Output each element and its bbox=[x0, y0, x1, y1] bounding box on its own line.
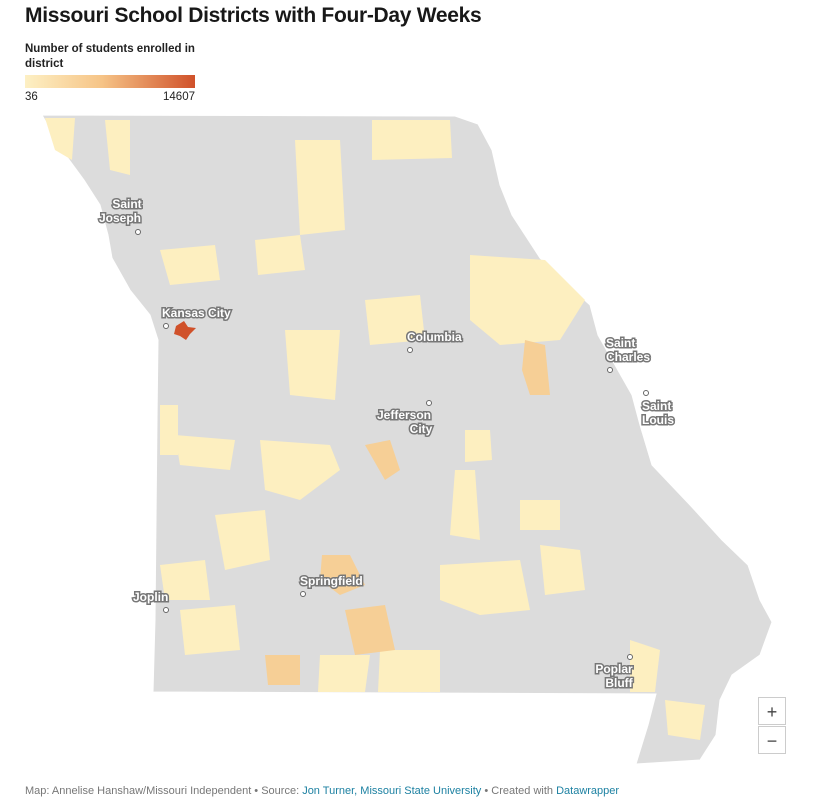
city-dot bbox=[135, 229, 141, 235]
district bbox=[630, 640, 660, 692]
city-poplar: Poplar Bluff bbox=[594, 654, 635, 692]
source-link[interactable]: Jon Turner, Missouri State University bbox=[302, 785, 482, 797]
district bbox=[318, 655, 370, 692]
city-dot bbox=[643, 390, 649, 396]
city-label: Joseph bbox=[99, 211, 141, 225]
title: Missouri School Districts with Four-Day … bbox=[25, 4, 482, 27]
district bbox=[295, 140, 345, 235]
city-label: Jefferson bbox=[377, 408, 431, 422]
legend-title-line: district bbox=[25, 58, 64, 70]
city-jefferson: Jefferson City bbox=[375, 400, 434, 438]
city-kc: Kansas City bbox=[161, 305, 233, 329]
legend-title-line: Number of students enrolled in bbox=[25, 43, 195, 55]
city-label: Saint bbox=[606, 336, 635, 350]
city-label: Bluff bbox=[605, 676, 633, 690]
district bbox=[320, 555, 365, 595]
district bbox=[470, 255, 585, 345]
district bbox=[105, 120, 130, 175]
city-dot bbox=[163, 607, 169, 613]
district bbox=[465, 430, 492, 462]
district bbox=[365, 440, 400, 480]
zoom-in[interactable]: + bbox=[758, 697, 786, 725]
district bbox=[540, 545, 585, 595]
legend-title: Number of students enrolled in district bbox=[25, 42, 195, 72]
district bbox=[365, 295, 425, 345]
city-label: Joplin bbox=[133, 590, 168, 604]
district bbox=[160, 560, 210, 600]
city-label: Saint bbox=[642, 399, 671, 413]
city-louis: Saint Louis bbox=[641, 390, 676, 429]
city-springfield: Springfield bbox=[299, 573, 364, 597]
districts-mid bbox=[265, 340, 550, 685]
city-label: Columbia bbox=[407, 330, 462, 344]
district bbox=[345, 605, 395, 655]
footer: Map: Annelise Hanshaw/Missouri Independe… bbox=[25, 785, 619, 797]
district bbox=[450, 470, 480, 540]
district bbox=[378, 650, 440, 692]
city-label: Poplar bbox=[595, 662, 633, 676]
district bbox=[175, 435, 235, 470]
city-label: Springfield bbox=[300, 574, 363, 588]
city-label: Charles bbox=[606, 350, 650, 364]
city-dot bbox=[426, 400, 432, 406]
city-label: Saint bbox=[112, 197, 141, 211]
district bbox=[180, 605, 240, 655]
created: • Created with bbox=[481, 785, 557, 797]
map: Saint Joseph Kansas City Columbia Saint … bbox=[41, 114, 773, 765]
legend-gradient bbox=[25, 75, 195, 88]
district bbox=[285, 330, 340, 400]
city-columbia: Columbia bbox=[406, 329, 463, 353]
city-joseph: Saint Joseph bbox=[97, 196, 143, 235]
city-dot bbox=[407, 347, 413, 353]
credit: Map: Annelise Hanshaw/Missouri Independe… bbox=[25, 785, 303, 797]
district bbox=[440, 560, 530, 615]
zoom-out[interactable]: − bbox=[758, 726, 786, 754]
district bbox=[665, 700, 705, 740]
tool-link[interactable]: Datawrapper bbox=[556, 785, 620, 797]
city-dot bbox=[163, 323, 169, 329]
city-charles: Saint Charles bbox=[605, 335, 652, 373]
city-label: Louis bbox=[642, 413, 674, 427]
city-label: Kansas City bbox=[162, 306, 231, 320]
district bbox=[160, 405, 178, 455]
city-dot bbox=[627, 654, 633, 660]
district bbox=[265, 655, 300, 685]
district bbox=[160, 245, 220, 285]
district bbox=[215, 510, 270, 570]
districts bbox=[45, 118, 705, 740]
city-label: City bbox=[410, 422, 433, 436]
legend-min: 36 bbox=[25, 91, 38, 103]
city-dot bbox=[607, 367, 613, 373]
district bbox=[520, 500, 560, 530]
district bbox=[372, 120, 452, 160]
district bbox=[260, 440, 340, 500]
district bbox=[255, 235, 305, 275]
legend-max: 14607 bbox=[163, 91, 195, 103]
district bbox=[45, 118, 75, 160]
district bbox=[522, 340, 550, 395]
district-max bbox=[174, 321, 196, 340]
city-dot bbox=[300, 591, 306, 597]
city-joplin: Joplin bbox=[132, 589, 170, 613]
